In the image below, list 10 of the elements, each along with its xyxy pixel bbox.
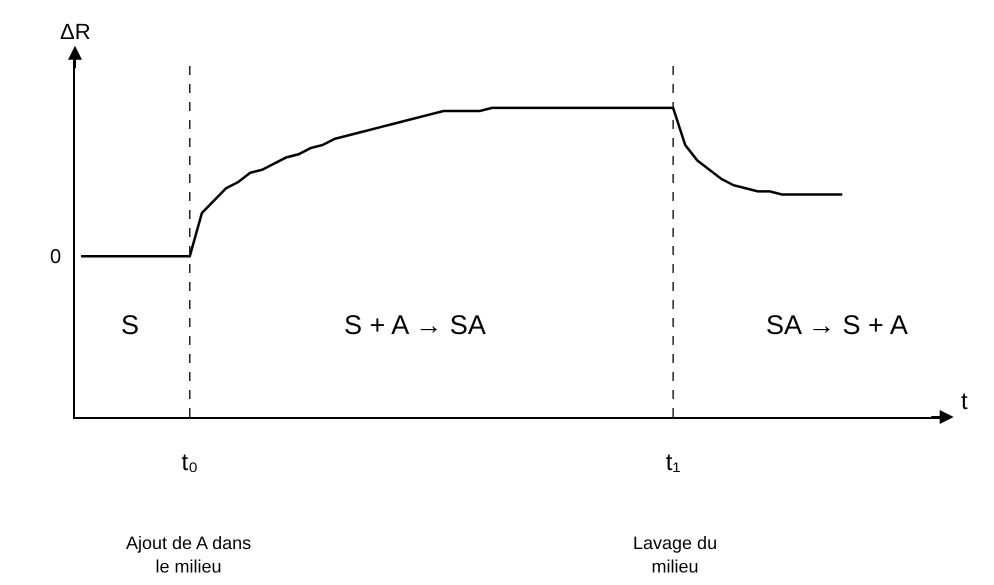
text: 0 — [50, 246, 62, 268]
annotation: SA → S + A — [766, 310, 908, 340]
text: Ajout de A dans le milieu — [126, 533, 252, 576]
y-axis-title: ΔR — [60, 19, 91, 44]
x-axis-title: t — [961, 388, 968, 415]
text: Lavage du milieu — [633, 533, 718, 576]
x-tick-label: t₁ — [666, 448, 681, 476]
x-tick-label: t₀ — [181, 448, 198, 476]
annotation: S + A → SA — [344, 310, 486, 340]
annotation: S — [121, 310, 140, 340]
